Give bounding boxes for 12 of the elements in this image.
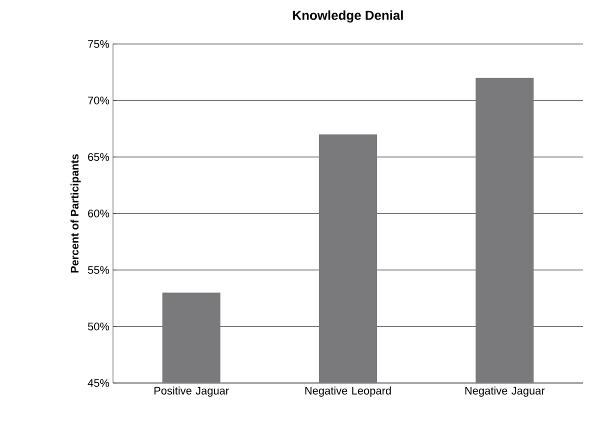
chart-title: Knowledge Denial	[293, 10, 403, 23]
x-tick-label: Negative Leopard	[305, 386, 391, 397]
x-tick-label: Negative Jaguar	[465, 386, 545, 397]
y-tick-label: 50%	[88, 322, 110, 330]
x-tick-label: Positive Jaguar	[154, 386, 229, 397]
y-tick-label: 60%	[88, 210, 110, 218]
y-axis-title: Percent of Participants	[70, 154, 81, 272]
y-tick-label: 75%	[88, 40, 110, 48]
y-tick-label: 45%	[88, 379, 110, 387]
y-tick-label: 70%	[88, 96, 110, 104]
y-tick-label: 65%	[88, 153, 110, 161]
y-tick-label: 55%	[88, 266, 110, 274]
